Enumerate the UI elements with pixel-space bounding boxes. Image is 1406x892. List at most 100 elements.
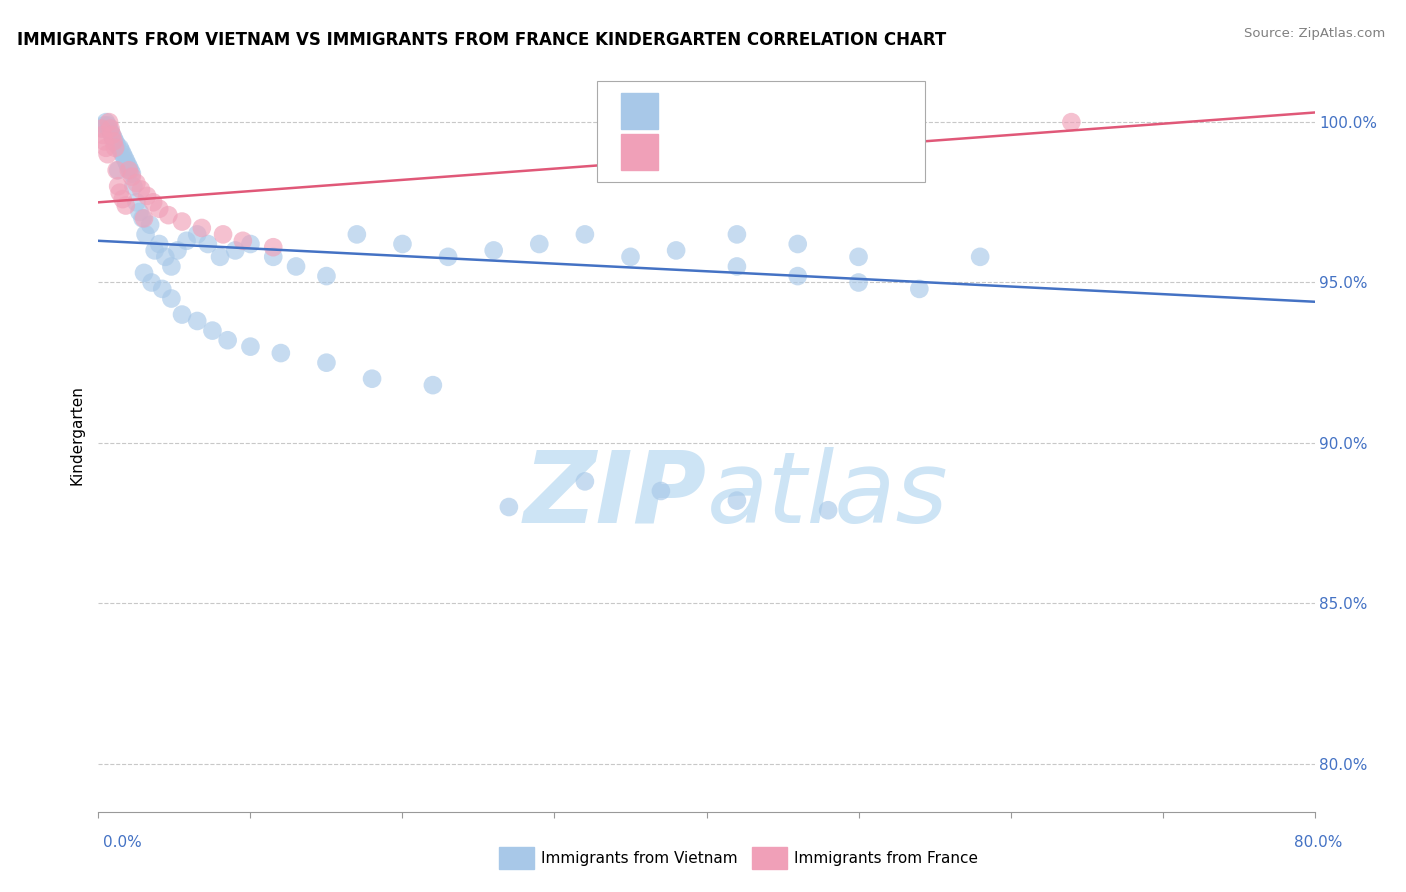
Point — [197, 237, 219, 252]
Point — [201, 324, 224, 338]
Point — [346, 227, 368, 242]
Point — [650, 483, 672, 498]
Point — [786, 237, 808, 252]
Point — [725, 260, 748, 274]
Point — [114, 153, 136, 168]
Point — [148, 237, 170, 252]
Point — [94, 115, 117, 129]
Point — [315, 269, 337, 284]
Point — [100, 121, 122, 136]
Point — [139, 218, 162, 232]
Point — [91, 121, 114, 136]
Point — [160, 292, 183, 306]
Point — [98, 115, 121, 129]
Point — [108, 186, 131, 200]
Point — [191, 221, 214, 235]
Point — [574, 475, 596, 489]
Point — [104, 141, 127, 155]
Point — [122, 179, 145, 194]
Text: N = 74: N = 74 — [815, 103, 879, 121]
Text: 80.0%: 80.0% — [1295, 836, 1343, 850]
Point — [150, 282, 173, 296]
Point — [285, 260, 308, 274]
Text: atlas: atlas — [707, 447, 948, 543]
Point — [498, 500, 520, 514]
Point — [574, 227, 596, 242]
Point — [786, 269, 808, 284]
Point — [437, 250, 460, 264]
Point — [619, 250, 641, 264]
Point — [114, 198, 136, 212]
Y-axis label: Kindergarten: Kindergarten — [69, 385, 84, 484]
Point — [100, 125, 122, 139]
Text: Immigrants from France: Immigrants from France — [794, 851, 979, 865]
Point — [157, 208, 180, 222]
Point — [142, 195, 165, 210]
Point — [817, 503, 839, 517]
Point — [96, 147, 118, 161]
Point — [155, 250, 177, 264]
Point — [848, 276, 870, 290]
Point — [94, 141, 117, 155]
Point — [315, 356, 337, 370]
Point — [118, 160, 141, 174]
Bar — [499, 847, 534, 869]
Point — [105, 163, 128, 178]
Point — [91, 128, 114, 142]
Point — [93, 134, 115, 148]
Point — [93, 119, 115, 133]
Point — [96, 119, 118, 133]
Point — [232, 234, 254, 248]
Point — [135, 227, 157, 242]
Point — [482, 244, 505, 258]
Point — [848, 250, 870, 264]
Point — [361, 372, 384, 386]
Point — [131, 211, 153, 226]
Text: -0.080: -0.080 — [721, 103, 780, 121]
Point — [239, 237, 262, 252]
Point — [121, 169, 143, 184]
Point — [217, 333, 239, 347]
Point — [125, 176, 148, 190]
Point — [186, 227, 208, 242]
Point — [103, 134, 125, 148]
Point — [132, 266, 155, 280]
Bar — [752, 847, 787, 869]
Point — [111, 147, 134, 161]
Text: 0.384: 0.384 — [721, 145, 773, 162]
Point — [160, 260, 183, 274]
Point — [108, 141, 131, 155]
Point — [529, 237, 551, 252]
Point — [725, 493, 748, 508]
Text: Immigrants from Vietnam: Immigrants from Vietnam — [541, 851, 738, 865]
Point — [111, 192, 134, 206]
Text: N = 30: N = 30 — [815, 145, 879, 162]
Point — [148, 202, 170, 216]
Point — [129, 182, 152, 196]
Point — [1060, 115, 1083, 129]
Point — [107, 163, 129, 178]
Point — [141, 276, 163, 290]
Point — [136, 189, 159, 203]
Point — [186, 314, 208, 328]
Point — [270, 346, 292, 360]
Point — [665, 244, 688, 258]
Point — [262, 240, 284, 254]
Point — [120, 163, 142, 178]
Point — [132, 211, 155, 226]
Text: 0.0%: 0.0% — [103, 836, 142, 850]
Bar — [621, 134, 658, 169]
FancyBboxPatch shape — [598, 80, 925, 182]
Point — [98, 121, 121, 136]
Point — [90, 121, 112, 136]
Point — [107, 179, 129, 194]
Point — [176, 234, 198, 248]
Point — [224, 244, 246, 258]
Bar — [621, 93, 658, 129]
Point — [143, 244, 166, 258]
Point — [103, 131, 125, 145]
Point — [170, 308, 193, 322]
Text: IMMIGRANTS FROM VIETNAM VS IMMIGRANTS FROM FRANCE KINDERGARTEN CORRELATION CHART: IMMIGRANTS FROM VIETNAM VS IMMIGRANTS FR… — [17, 31, 946, 49]
Point — [212, 227, 235, 242]
Point — [908, 282, 931, 296]
